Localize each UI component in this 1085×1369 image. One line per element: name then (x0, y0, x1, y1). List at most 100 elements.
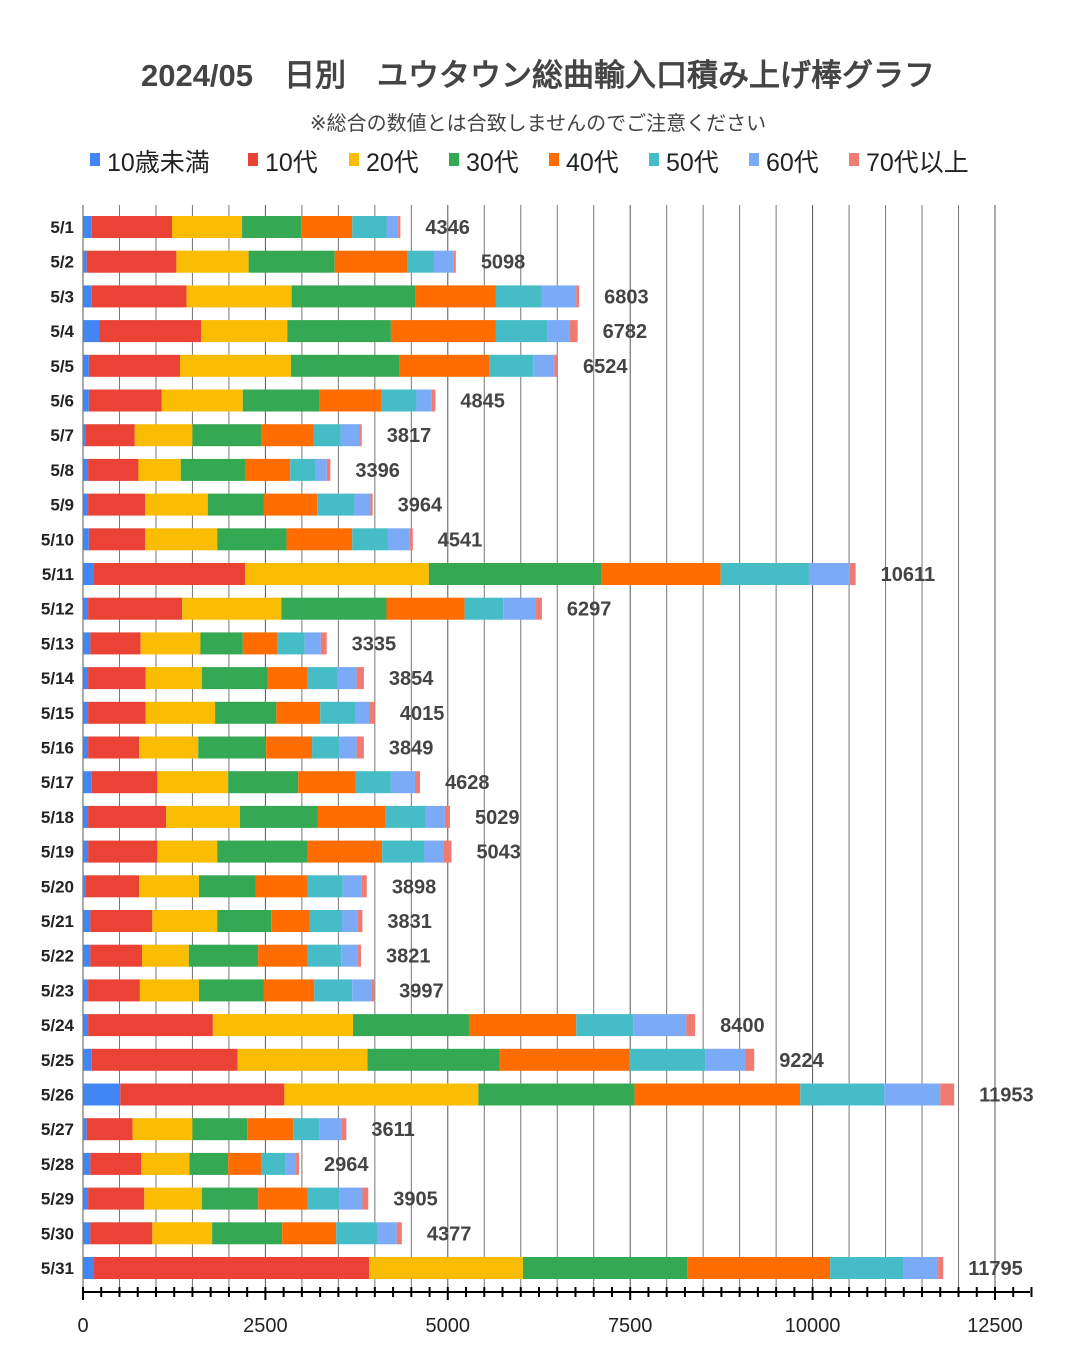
total-label: 3817 (387, 425, 432, 447)
category-label: 5/6 (50, 392, 74, 411)
legend-label: 10代 (265, 149, 318, 177)
bar-segment (93, 563, 245, 585)
legend-label: 30代 (466, 149, 519, 177)
bar-segment (271, 910, 310, 932)
bar-segment (83, 493, 89, 516)
total-label: 3997 (399, 980, 444, 1002)
bar-segment (201, 667, 268, 690)
category-label: 5/26 (41, 1086, 74, 1105)
bar-segment (237, 1048, 368, 1071)
total-label: 6803 (604, 286, 649, 308)
bar-segment (90, 632, 141, 655)
chart-title: 2024/05 日別 ユウタウン総曲輸入口積み上げ棒グラフ (141, 58, 935, 93)
bar-segment (83, 1152, 91, 1175)
bar-segment (140, 632, 201, 655)
category-label: 5/12 (41, 600, 74, 619)
bar-segment (409, 528, 413, 551)
bar-segment (83, 944, 91, 967)
x-tick-label: 0 (77, 1315, 88, 1337)
total-label: 5098 (481, 252, 525, 274)
category-label: 5/7 (50, 426, 74, 445)
bar-segment (390, 771, 415, 794)
x-tick-label: 10000 (785, 1315, 841, 1337)
bar-segment (428, 563, 602, 585)
total-label: 9224 (779, 1050, 824, 1072)
bar-segment (361, 875, 367, 898)
bar-segment (306, 875, 343, 898)
category-label: 5/11 (42, 565, 74, 584)
category-label: 5/31 (41, 1259, 74, 1278)
category-label: 5/15 (41, 704, 74, 723)
total-label: 4377 (427, 1223, 472, 1245)
bar-segment (145, 528, 218, 551)
bar-segment (215, 701, 277, 724)
bar-segment (199, 875, 256, 898)
bar-segment (576, 285, 580, 308)
bar-segment (576, 1014, 634, 1037)
bar-segment (83, 250, 87, 273)
bar-segment (342, 910, 358, 932)
bar-segment (180, 354, 291, 377)
bar-segment (83, 805, 89, 828)
bar-segment (306, 1187, 340, 1210)
bar-segment (317, 805, 386, 828)
total-label: 3854 (389, 668, 434, 690)
bar-segment (261, 424, 314, 447)
category-label: 5/20 (41, 877, 74, 896)
bar-segment (334, 250, 408, 273)
bar-segment (306, 944, 342, 967)
bar-segment (263, 979, 315, 1002)
category-label: 5/28 (41, 1155, 74, 1174)
bar-segment (88, 805, 167, 828)
bar-segment (301, 216, 353, 238)
bar-segment (385, 805, 426, 828)
total-label: 4541 (438, 529, 483, 551)
bar-segment (352, 528, 388, 551)
bar-segment (88, 1187, 145, 1210)
bar-segment (228, 771, 299, 794)
bar-segment (396, 1222, 402, 1245)
legend-swatch (849, 153, 859, 166)
bar-segment (705, 1048, 746, 1071)
x-tick-label: 7500 (608, 1315, 653, 1337)
bar-segment (317, 493, 355, 516)
bar-segment (536, 597, 542, 620)
x-axis: 0 2500 5000 7500 10000 12500 (77, 1287, 1033, 1337)
bar-segment (314, 979, 353, 1002)
bar-segment (134, 424, 193, 447)
bar-segment (277, 632, 305, 655)
legend-swatch (449, 153, 459, 166)
bar-segment (88, 667, 146, 690)
bar-segment (239, 805, 318, 828)
bar-segment (83, 1048, 92, 1071)
bar-segment (83, 736, 89, 759)
bar-segment (83, 979, 89, 1002)
bar-segment (88, 1014, 213, 1037)
bar-segment (319, 389, 382, 412)
total-label: 10611 (881, 564, 936, 586)
bar-segment (522, 1257, 688, 1279)
legend-label: 70代以上 (866, 149, 969, 177)
bar-segment (83, 597, 89, 620)
bar-segment (284, 1083, 479, 1106)
bar-segment (88, 389, 162, 412)
bar-segment (176, 250, 249, 273)
bar-segment (312, 736, 340, 759)
x-tick-label: 5000 (426, 1315, 471, 1337)
bar-segment (443, 840, 452, 863)
bar-segment (83, 1083, 121, 1106)
bar-segment (339, 1187, 363, 1210)
category-label: 5/23 (41, 981, 74, 1000)
bar-segment (357, 944, 361, 967)
bar-segment (356, 736, 364, 759)
bar-segment (339, 736, 357, 759)
bar-segment (720, 563, 809, 585)
category-label: 5/22 (41, 947, 74, 966)
bar-segment (276, 701, 321, 724)
bar-segment (569, 320, 578, 343)
bar-segment (186, 285, 292, 308)
total-label: 4015 (400, 703, 445, 725)
bar-segment (217, 840, 307, 863)
bar-segment (86, 1118, 133, 1141)
